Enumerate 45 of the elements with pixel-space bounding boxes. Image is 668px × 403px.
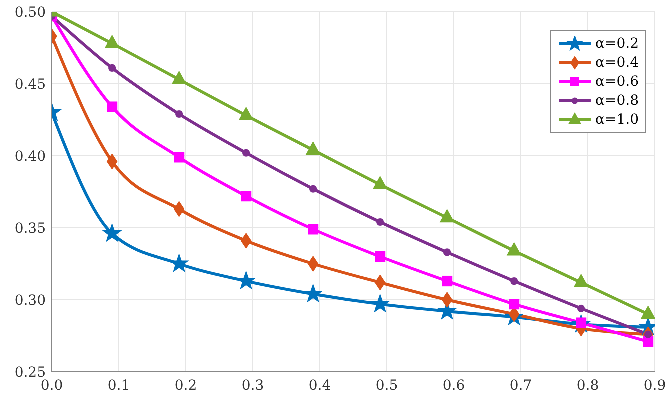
y-tick-label: 0.40 (14, 148, 46, 165)
legend-label: α=0.4 (596, 54, 639, 70)
x-tick-label: 0.8 (576, 378, 600, 394)
point (371, 294, 390, 312)
y-tick-label: 0.45 (14, 76, 46, 93)
x-tick-label: 0.4 (308, 378, 332, 394)
x-tick-label: 0.2 (174, 378, 198, 394)
point (174, 152, 185, 163)
point (107, 102, 118, 112)
point (170, 254, 188, 272)
point (242, 149, 250, 157)
point (440, 210, 454, 223)
point (643, 336, 654, 348)
point (108, 64, 116, 72)
point (510, 277, 518, 286)
x-tick-label: 0.7 (510, 378, 532, 394)
legend-label: α=1.0 (596, 112, 639, 128)
point (376, 218, 384, 226)
y-tick-label: 0.50 (14, 4, 46, 21)
point (174, 202, 185, 217)
point (641, 306, 655, 320)
legend-label: α=0.6 (596, 74, 639, 90)
point (310, 185, 318, 193)
point (308, 224, 319, 235)
y-tick-label: 0.35 (14, 220, 46, 237)
point (103, 224, 122, 242)
x-tick-label: 0.5 (376, 378, 398, 394)
legend-label: α=0.2 (596, 36, 639, 52)
point (375, 275, 386, 290)
y-tick-label: 0.30 (14, 292, 46, 309)
point (176, 110, 184, 118)
point (304, 284, 322, 302)
point (241, 191, 252, 202)
legend-label: α=0.8 (596, 92, 639, 108)
x-tick-label: 0.6 (442, 378, 466, 394)
point (375, 252, 386, 262)
point (509, 299, 520, 310)
x-tick-label: 0.1 (108, 378, 130, 394)
x-tick-label: 0.3 (242, 378, 264, 394)
x-tick-label: 0.9 (644, 378, 666, 394)
point (444, 248, 452, 256)
point (578, 304, 586, 312)
point (107, 154, 118, 170)
point (237, 272, 256, 290)
point (442, 276, 453, 287)
